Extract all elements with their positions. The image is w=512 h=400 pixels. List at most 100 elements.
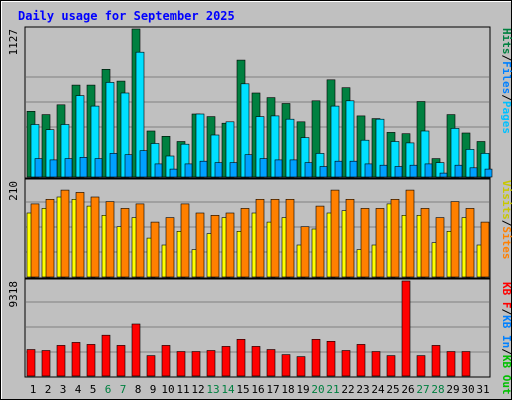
bar-pages-day-23: [364, 163, 373, 178]
bar-kb-f-day-26: [401, 280, 411, 377]
x-tick-label-4: 4: [75, 383, 82, 396]
bar-kb-f-day-29: [446, 351, 456, 377]
x-axis-labels: 1 2 3 4 5 6 7 8 9 10 11 12 13 14 15 16 17 18 19 20 21 22 23 24 2…: [30, 383, 490, 396]
bar-kb-f-day-21: [326, 340, 336, 377]
bar-kb-f-day-13: [206, 350, 216, 377]
legend-hits: Hits: [500, 28, 512, 55]
bar-kb-f-day-19: [296, 356, 306, 377]
bar-kb-f-day-23: [356, 344, 366, 377]
bar-pages-day-1: [34, 158, 43, 178]
x-tick-label-15: 15: [236, 383, 249, 396]
bar-sites-day-2: [45, 199, 55, 278]
legend-sites: Sites: [500, 226, 512, 259]
x-tick-label-17: 17: [266, 383, 279, 396]
bar-kb-f-day-4: [71, 342, 81, 377]
bar-kb-f-day-24: [371, 351, 381, 377]
x-tick-label-18: 18: [281, 383, 294, 396]
bar-sites-day-15: [240, 208, 250, 278]
bar-pages-day-13: [214, 162, 223, 178]
bar-pages-day-8: [139, 150, 148, 178]
bar-sites-day-4: [75, 192, 85, 278]
bar-pages-day-3: [64, 158, 73, 178]
bar-pages-day-24: [379, 164, 388, 178]
x-tick-label-1: 1: [30, 383, 37, 396]
bar-sites-day-14: [225, 212, 235, 278]
bar-kb-f-day-2: [41, 350, 51, 377]
x-tick-label-20: 20: [311, 383, 324, 396]
bar-kb-f-day-22: [341, 350, 351, 377]
bar-pages-day-10: [169, 168, 178, 178]
bar-sites-day-23: [360, 208, 370, 278]
bar-pages-day-15: [244, 154, 253, 178]
bar-kb-f-day-9: [146, 355, 156, 377]
bar-sites-day-20: [315, 205, 325, 278]
x-tick-label-14: 14: [221, 383, 235, 396]
x-tick-label-13: 13: [206, 383, 219, 396]
x-tick-label-10: 10: [161, 383, 174, 396]
chart-title: Daily usage for September 2025: [18, 9, 235, 23]
bar-pages-day-18: [289, 159, 298, 178]
bar-kb-f-day-17: [266, 349, 276, 377]
legend-kbf: KB F: [500, 282, 512, 309]
bar-sites-day-16: [255, 199, 265, 278]
bar-sites-day-11: [180, 203, 190, 278]
bar-pages-day-21: [334, 160, 343, 178]
bar-sites-day-7: [120, 208, 130, 278]
x-tick-label-23: 23: [356, 383, 369, 396]
bar-sites-day-25: [390, 199, 400, 278]
bar-pages-day-31: [484, 168, 493, 178]
bar-pages-day-27: [424, 163, 433, 178]
bar-sites-day-21: [330, 189, 340, 278]
bar-sites-day-9: [150, 221, 160, 278]
bar-sites-day-31: [480, 221, 490, 278]
x-tick-label-24: 24: [371, 383, 385, 396]
x-tick-label-11: 11: [176, 383, 189, 396]
bar-sites-day-13: [210, 215, 220, 278]
bar-kb-f-day-14: [221, 346, 231, 377]
legend-pages: Pages: [500, 101, 512, 134]
legend-panel-3: KB F/KB In/KB Out: [500, 282, 512, 395]
x-tick-label-21: 21: [326, 383, 339, 396]
legend-panel-1: Hits/Files/Pages: [500, 28, 512, 134]
bar-kb-f-day-5: [86, 344, 96, 377]
x-tick-label-25: 25: [386, 383, 399, 396]
x-tick-label-22: 22: [341, 383, 354, 396]
bar-pages-day-25: [394, 166, 403, 178]
legend-visits: Visits: [500, 180, 512, 220]
panel-2-ymax-label: 210: [7, 181, 20, 201]
bar-sites-day-3: [60, 189, 70, 278]
bar-kb-f-day-11: [176, 351, 186, 377]
x-tick-label-5: 5: [90, 383, 97, 396]
x-tick-label-9: 9: [150, 383, 157, 396]
x-tick-label-2: 2: [45, 383, 52, 396]
bar-sites-day-26: [405, 189, 415, 278]
x-tick-label-6: 6: [105, 383, 112, 396]
bar-kb-f-day-7: [116, 345, 126, 377]
x-tick-label-8: 8: [135, 383, 142, 396]
bar-sites-day-17: [270, 199, 280, 278]
bar-sites-day-5: [90, 196, 100, 278]
bar-pages-day-26: [409, 164, 418, 178]
bar-sites-day-8: [135, 203, 145, 278]
bar-kb-f-day-1: [26, 349, 36, 377]
legend-files: Files: [500, 61, 512, 94]
x-tick-label-29: 29: [446, 383, 459, 396]
bar-pages-day-17: [274, 159, 283, 178]
bar-sites-day-6: [105, 201, 115, 278]
bar-kb-f-day-8: [131, 323, 141, 377]
bar-kb-f-day-18: [281, 354, 291, 377]
x-tick-label-19: 19: [296, 383, 309, 396]
bar-pages-day-11: [184, 163, 193, 178]
bar-pages-day-12: [199, 160, 208, 178]
bar-kb-f-day-30: [461, 351, 471, 377]
legend-kbin: KB In: [500, 315, 512, 348]
bar-pages-day-5: [94, 158, 103, 178]
x-tick-label-12: 12: [191, 383, 204, 396]
bar-sites-day-30: [465, 208, 475, 278]
bars-layer: [26, 28, 493, 377]
bar-sites-day-12: [195, 212, 205, 278]
x-tick-label-27: 27: [416, 383, 429, 396]
bar-pages-day-30: [469, 167, 478, 178]
bar-kb-f-day-10: [161, 345, 171, 377]
bar-kb-f-day-6: [101, 334, 111, 377]
